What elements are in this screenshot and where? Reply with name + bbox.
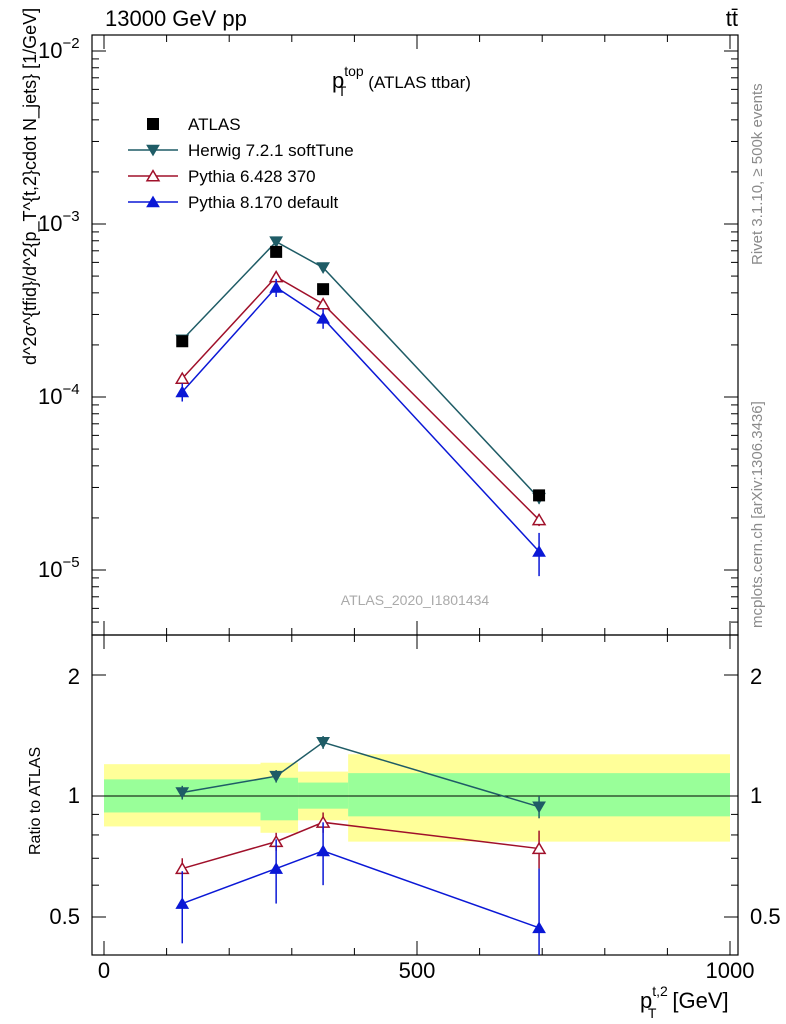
ratio-point-series-2 [175,897,190,909]
legend-marker-0 [147,118,159,130]
main-series [174,236,547,577]
plot-title: ptop T (ATLAS ttbar) [332,63,471,99]
main-point-series-2 [269,281,284,293]
main-point-series-2 [316,311,330,324]
main-x-ticks [103,35,731,635]
ratio-line-series-1 [182,821,540,870]
legend-label-1: Herwig 7.2.1 softTune [188,141,354,160]
ratio-point-series-0 [532,801,546,814]
ratio-y-ticks [92,674,738,918]
main-point-series-0 [269,236,284,249]
ratio-y-tick-labels: 2 1 0.5 2 1 0.5 [49,664,780,929]
ratio-uncertainty-bands [92,754,738,842]
main-point-series-2 [532,545,546,557]
ratio-point-series-0 [269,770,284,783]
x-axis-label: pt,2 T [GeV] [640,983,729,1021]
main-y-ticks [92,50,738,623]
main-point-series-1 [531,512,547,526]
main-point-atlas [270,245,283,258]
main-point-series-1 [315,297,331,310]
band-inner-1 [260,777,299,821]
legend: ATLAS Herwig 7.2.1 softTune Pythia 6.428 3… [128,115,354,212]
mcplots-label: mcplots.cern.ch [arXiv:1306.3436] [749,401,766,628]
analysis-watermark: ATLAS_2020_I1801434 [341,592,490,608]
legend-marker-2 [145,169,161,182]
ratio-line-series-0 [182,741,540,808]
ratio-ytick-left-2: 2 [68,664,80,689]
ytick-label-1e-5: 10−5 [38,554,80,582]
main-point-atlas [176,335,189,348]
ratio-point-series-2 [532,921,546,934]
ratio-ytick-right-05: 0.5 [750,904,781,929]
ratio-point-series-1 [531,841,547,855]
ratio-x-ticks [103,635,731,955]
main-y-label: d^2σ^{tfid}/d^2{p_T^{t,2}cdot N_jets} [1… [20,8,41,365]
ytick-label-1e-3: 10−3 [38,208,80,236]
main-point-series-2 [175,385,190,398]
rivet-label: Rivet 3.1.10, ≥ 500k events [749,83,766,265]
x-tick-labels: 0 500 1000 [98,958,755,983]
main-point-atlas [317,283,330,296]
legend-label-0: ATLAS [188,115,241,134]
legend-marker-3 [146,195,160,208]
ratio-line-series-2 [181,850,540,929]
header-right: tt̄ [726,6,738,31]
legend-label-2: Pythia 6.428 370 [188,167,316,186]
ratio-ytick-left-1: 1 [68,783,80,808]
ratio-point-series-0 [175,787,190,799]
main-line-series-1 [181,275,540,521]
ytick-label-1e-2: 10−2 [38,35,80,63]
ratio-ytick-right-2: 2 [750,664,762,689]
ratio-point-series-0 [316,737,330,749]
main-y-tick-labels: 10−2 10−3 10−4 10−5 [38,35,80,582]
legend-label-3: Pythia 8.170 default [188,193,339,212]
xtick-label-500: 500 [399,958,436,983]
xtick-label-0: 0 [98,958,110,983]
ratio-series [174,736,547,955]
ratio-panel-frame [91,634,739,956]
legend-marker-1 [146,144,160,157]
main-point-atlas [533,489,546,502]
xtick-label-1000: 1000 [706,958,755,983]
ratio-y-label: Ratio to ATLAS [27,747,44,855]
ratio-ytick-right-1: 1 [750,783,762,808]
ratio-point-series-2 [316,844,330,857]
main-point-series-0 [316,262,330,274]
main-line-series-0 [181,240,540,499]
ratio-point-series-2 [269,862,284,874]
main-line-series-2 [181,286,540,552]
header-left: 13000 GeV pp [105,6,247,31]
ytick-label-1e-4: 10−4 [38,381,80,409]
ratio-ytick-left-05: 0.5 [49,904,80,929]
main-point-series-1 [174,371,190,385]
